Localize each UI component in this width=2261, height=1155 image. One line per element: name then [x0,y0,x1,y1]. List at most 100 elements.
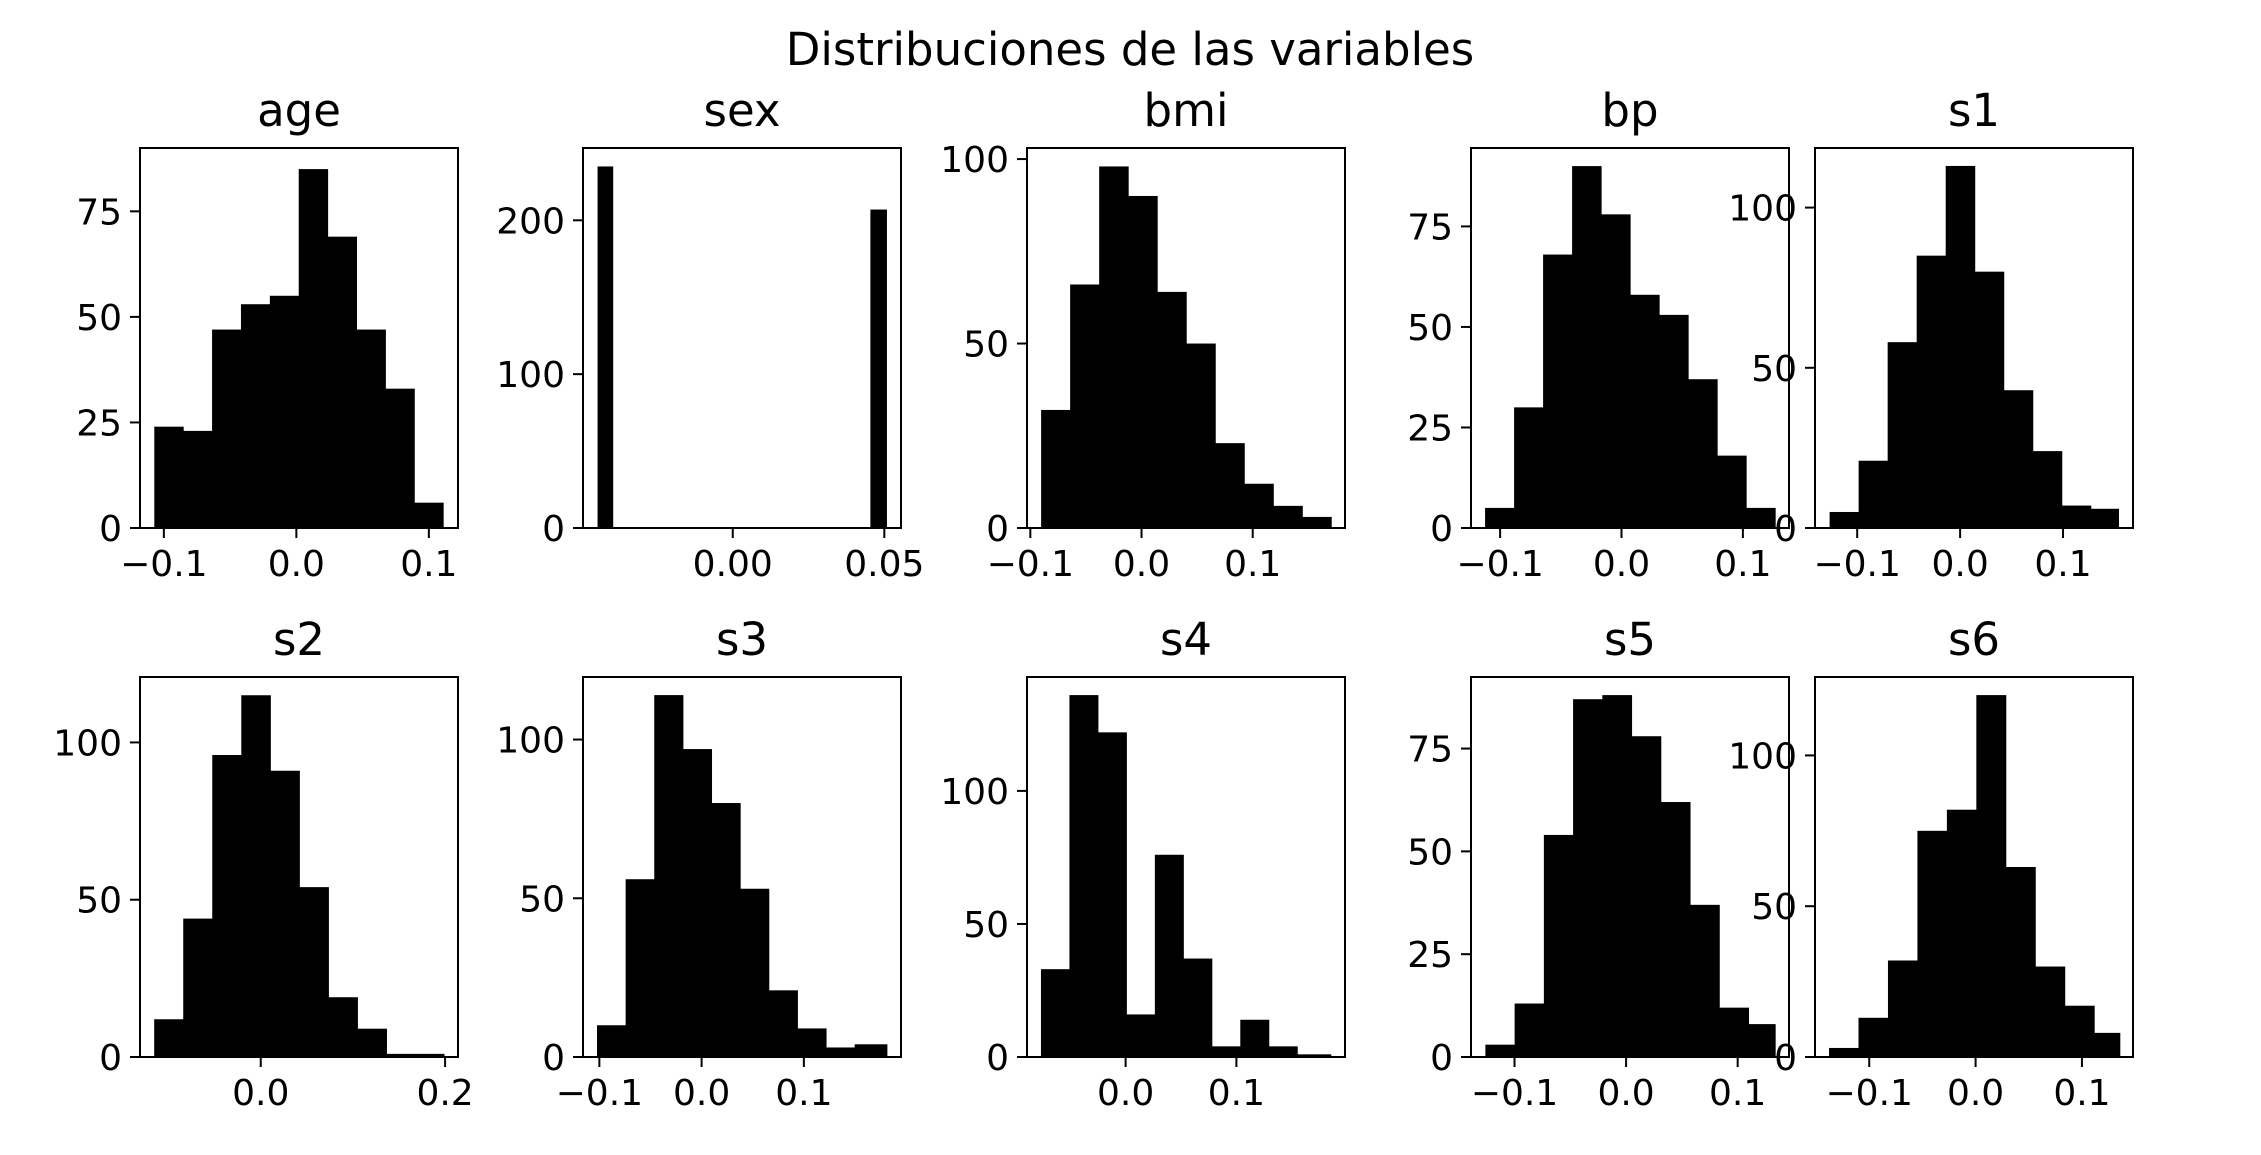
histogram-bar [386,1053,417,1057]
axes-frame [1026,147,1346,529]
axes-frame [582,147,902,529]
histogram-bar [654,695,684,1057]
histogram-bar [1946,809,1977,1057]
panel-title: bmi [1144,84,1229,137]
y-tick-label: 0 [1430,509,1453,550]
histogram-bar [1186,343,1216,528]
x-tick-label: −0.1 [1456,544,1543,585]
x-tick-label: 0.2 [416,1073,473,1114]
histogram-bar [2035,966,2066,1057]
histogram-bar [1690,904,1720,1057]
axes-frame [1470,676,1790,1058]
histogram-bar [1858,460,1889,528]
histogram-bar [1916,255,1947,528]
y-tick-label: 100 [496,355,565,396]
panel-title: bp [1601,84,1658,137]
histogram-bar [1858,1017,1889,1057]
histogram-bar [1746,507,1776,528]
histogram-bar [1572,166,1602,528]
histogram-bar [1829,1047,1859,1057]
histogram-bar [1573,699,1603,1057]
histogram-bar [2032,451,2063,528]
y-tick-label: 100 [940,772,1009,813]
y-tick-label: 75 [1407,207,1453,248]
panel-title: s2 [273,613,325,666]
histogram-bar [2094,1032,2121,1057]
histogram-bar [1829,511,1860,528]
histogram-bar [1211,1046,1241,1057]
x-tick-label: 0.1 [1224,544,1281,585]
histogram-bar [1485,507,1515,528]
x-tick-label: 0.00 [693,544,773,585]
histogram-bar [1717,455,1747,528]
histogram-bar [1602,695,1633,1057]
x-tick-label: 0.0 [1931,544,1988,585]
histogram-bar [870,209,887,529]
panel-s5: s5 −0.1 0.0 0.1 0 25 50 75 [1407,613,1790,1114]
histogram-bar [2061,505,2092,528]
panel-title: sex [704,84,781,137]
y-tick-label: 100 [496,721,565,762]
histogram-bar [1215,443,1245,528]
y-tick-label: 50 [1751,887,1797,928]
histogram-bar [328,997,358,1057]
y-tick-label: 100 [53,723,122,764]
x-tick-label: −0.1 [556,1073,643,1114]
histogram-bar [1099,166,1129,529]
histogram-bar [1514,1003,1545,1057]
panel-title: age [257,84,341,137]
histogram-bar [298,169,329,528]
y-tick-label: 0 [986,509,1009,550]
x-tick-label: 0.05 [844,544,924,585]
histogram-bar [597,166,614,528]
histogram-bar [1268,1046,1298,1057]
y-tick-label: 25 [76,403,122,444]
histogram-bar [1297,1054,1332,1057]
y-tick-label: 0 [99,509,122,550]
axes-frame [139,676,459,1058]
histogram-bar [1097,732,1127,1057]
histogram-bar [625,879,655,1057]
x-tick-label: 0.0 [1947,1073,2004,1114]
x-tick-label: −0.1 [987,544,1074,585]
x-tick-label: 0.0 [268,544,325,585]
y-tick-label: 100 [940,140,1009,181]
histogram-bar [1543,254,1573,528]
histogram-bar [1485,1044,1516,1057]
y-tick-label: 50 [76,298,122,339]
histogram-bar [1887,342,1918,528]
x-tick-label: 0.0 [1097,1073,1154,1114]
histogram-bar [2064,1005,2095,1057]
histogram-bar [1183,958,1213,1057]
panel-s3: s3 −0.1 0.0 0.1 0 50 100 [496,613,902,1114]
histogram-bar [154,1019,184,1057]
histogram-bar [212,755,242,1057]
x-tick-label: 0.0 [673,1073,730,1114]
histogram-bar [1976,695,2007,1057]
panel-title: s5 [1604,613,1656,666]
y-tick-label: 50 [963,325,1009,366]
histogram-bar [711,803,741,1057]
histogram-bar [768,990,798,1057]
histogram-bar [2090,508,2119,528]
x-tick-label: 0.1 [1709,1073,1766,1114]
histogram-bar [2003,390,2034,528]
histogram-bar [1273,505,1303,528]
histogram-bar [270,770,300,1057]
y-tick-label: 0 [99,1038,122,1079]
x-tick-label: 0.0 [1113,544,1170,585]
y-tick-label: 50 [1407,832,1453,873]
histogram-bar [1601,214,1631,528]
histogram-bar [1688,379,1718,528]
panel-title: s1 [1948,84,2000,137]
panel-title: s6 [1948,613,2000,666]
panel-bmi: bmi −0.1 0.0 0.1 0 50 100 [940,84,1346,585]
axes-frame [1026,676,1346,1058]
y-tick-label: 50 [519,879,565,920]
histogram-bar [356,329,386,528]
figure-suptitle: Distribuciones de las variables [786,23,1474,76]
histogram-bar [385,388,415,528]
histogram-bar [1041,409,1071,528]
histogram-bar [240,304,271,528]
